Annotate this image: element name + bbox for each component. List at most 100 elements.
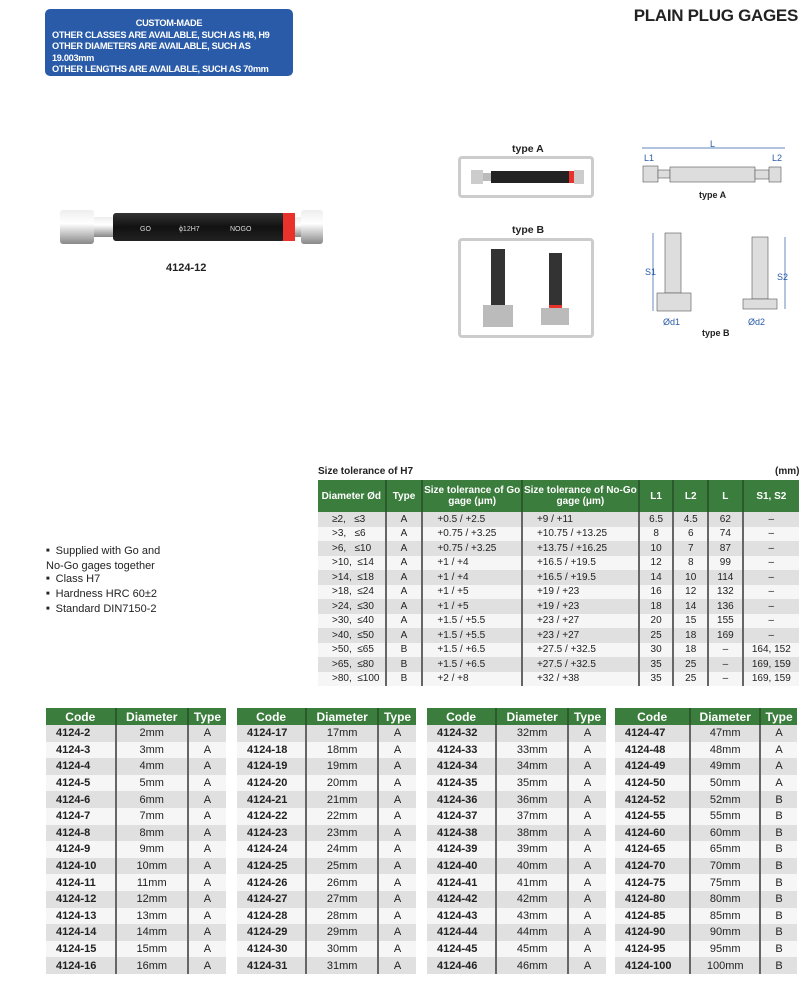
tolerance-cell: +10.75 / +13.25 bbox=[521, 526, 640, 541]
code-cell: 4124-55 bbox=[615, 807, 692, 825]
diameter-cell: 18mm bbox=[306, 741, 380, 759]
type-cell: B bbox=[760, 890, 797, 908]
diameter-cell: 29mm bbox=[306, 924, 380, 941]
tolerance-cell: +0.75 / +3.25 bbox=[422, 541, 523, 556]
type-cell: A bbox=[568, 758, 606, 775]
tolerance-cell: >10, ≤14 bbox=[318, 555, 387, 570]
tolerance-cell: 155 bbox=[708, 613, 744, 628]
code-cell: 4124-4 bbox=[46, 758, 117, 775]
tolerance-cell: 8 bbox=[638, 526, 675, 541]
code-cell: 4124-60 bbox=[615, 824, 692, 842]
tolerance-cell: 62 bbox=[708, 512, 744, 527]
diameter-cell: 40mm bbox=[496, 857, 570, 875]
diameter-cell: 7mm bbox=[115, 807, 189, 825]
code-table-header: Type bbox=[187, 708, 226, 725]
size-label: ϕ12H7 bbox=[179, 226, 200, 233]
code-cell: 4124-21 bbox=[237, 791, 308, 808]
diameter-cell: 65mm bbox=[690, 841, 762, 858]
tolerance-cell: +19 / +23 bbox=[521, 584, 640, 599]
code-table: Code Diameter Type 4124-47 47mm A 4124-48 48mm A… bbox=[615, 708, 797, 974]
code-cell: 4124-32 bbox=[427, 725, 498, 742]
tolerance-cell: +27.5 / +32.5 bbox=[521, 642, 640, 657]
tolerance-header: Size tolerance of No-Go gage (μm) bbox=[521, 480, 640, 512]
tolerance-cell: 99 bbox=[708, 555, 744, 570]
type-cell: A bbox=[378, 907, 416, 925]
diameter-cell: 39mm bbox=[496, 841, 570, 858]
tolerance-row: >18, ≤24 A +1 / +5 +19 / +23 16 12 132– bbox=[318, 584, 799, 599]
type-cell: B bbox=[760, 807, 797, 825]
code-cell: 4124-17 bbox=[237, 725, 308, 742]
tolerance-cell: 4.5 bbox=[673, 512, 710, 527]
diameter-cell: 85mm bbox=[690, 907, 762, 925]
type-cell: A bbox=[187, 907, 226, 925]
type-a-diagram: L L1 L2 type A bbox=[642, 140, 785, 200]
code-table-header: Diameter bbox=[115, 708, 189, 725]
table-row: 4124-17 17mm A bbox=[237, 725, 416, 742]
tolerance-header: Size tolerance of Go gage (μm) bbox=[422, 480, 523, 512]
dim-S2: S2 bbox=[777, 272, 788, 282]
diameter-cell: 75mm bbox=[690, 874, 762, 891]
tolerance-cell: +27.5 / +32.5 bbox=[521, 657, 640, 672]
tolerance-cell: 132 bbox=[708, 584, 744, 599]
type-cell: A bbox=[378, 791, 416, 808]
type-cell: A bbox=[760, 758, 797, 775]
table-row: 4124-5 5mm A bbox=[46, 774, 226, 792]
diameter-cell: 49mm bbox=[690, 758, 762, 775]
tolerance-cell: >14, ≤18 bbox=[318, 570, 387, 585]
type-cell: A bbox=[760, 725, 797, 742]
code-table-header: Type bbox=[568, 708, 606, 725]
table-row: 4124-34 34mm A bbox=[427, 758, 606, 775]
tolerance-cell: A bbox=[385, 628, 424, 643]
type-cell: A bbox=[378, 874, 416, 891]
tolerance-cell: +2 / +8 bbox=[422, 671, 523, 686]
diameter-cell: 70mm bbox=[690, 857, 762, 875]
diameter-cell: 3mm bbox=[115, 741, 189, 759]
type-cell: A bbox=[187, 758, 226, 775]
tolerance-table: Diameter Ød Type Size tolerance of Go gage… bbox=[318, 480, 799, 686]
table-row: 4124-60 60mm B bbox=[615, 824, 797, 842]
tolerance-cell: 25 bbox=[638, 628, 675, 643]
code-cell: 4124-80 bbox=[615, 890, 692, 908]
custom-line: OTHER CLASSES ARE AVAILABLE, SUCH AS H8,… bbox=[52, 29, 270, 40]
tolerance-row: ≥2, ≤3 A +0.5 / +2.5 +9 / +11 6.5 4.5 62– bbox=[318, 512, 799, 527]
tolerance-cell: 87 bbox=[708, 541, 744, 556]
tolerance-cell: +32 / +38 bbox=[521, 671, 640, 686]
go-label: GO bbox=[140, 226, 151, 233]
tolerance-cell: >6, ≤10 bbox=[318, 541, 387, 556]
tolerance-row: >3, ≤6 A +0.75 / +3.25 +10.75 / +13.25 8 6 74– bbox=[318, 526, 799, 541]
type-cell: A bbox=[378, 758, 416, 775]
type-cell: A bbox=[187, 924, 226, 941]
code-table: Code Diameter Type 4124-17 17mm A 4124-18 18mm A… bbox=[237, 708, 416, 974]
diameter-cell: 30mm bbox=[306, 940, 380, 958]
plug-gage-photo: GO ϕ12H7 NOGO bbox=[60, 210, 323, 244]
code-cell: 4124-15 bbox=[46, 940, 117, 958]
tolerance-cell: +1.5 / +6.5 bbox=[422, 642, 523, 657]
code-cell: 4124-28 bbox=[237, 907, 308, 925]
table-row: 4124-70 70mm B bbox=[615, 857, 797, 875]
tolerance-cell: +19 / +23 bbox=[521, 599, 640, 614]
type-cell: A bbox=[568, 774, 606, 792]
table-row: 4124-33 33mm A bbox=[427, 741, 606, 759]
tolerance-cell: 10 bbox=[673, 570, 710, 585]
diameter-cell: 45mm bbox=[496, 940, 570, 958]
tolerance-cell: +13.75 / +16.25 bbox=[521, 541, 640, 556]
code-table-header: Code bbox=[615, 708, 692, 725]
code-cell: 4124-19 bbox=[237, 758, 308, 775]
diameter-cell: 48mm bbox=[690, 741, 762, 759]
dim-L: L bbox=[710, 140, 715, 149]
nogo-label: NOGO bbox=[230, 226, 252, 233]
tolerance-header: Diameter Ød bbox=[318, 480, 387, 512]
diameter-cell: 21mm bbox=[306, 791, 380, 808]
diameter-cell: 27mm bbox=[306, 890, 380, 908]
table-row: 4124-52 52mm B bbox=[615, 791, 797, 808]
type-b-diagram: S1 Ød1 S2 Ød2 type B bbox=[645, 232, 788, 338]
code-table-header: Code bbox=[237, 708, 308, 725]
dim-d1: Ød1 bbox=[663, 317, 680, 327]
tolerance-cell: – bbox=[742, 613, 799, 628]
diameter-cell: 31mm bbox=[306, 957, 380, 974]
table-row: 4124-42 42mm A bbox=[427, 890, 606, 908]
code-cell: 4124-95 bbox=[615, 940, 692, 958]
type-cell: A bbox=[187, 874, 226, 891]
diameter-cell: 25mm bbox=[306, 857, 380, 875]
tolerance-row: >10, ≤14 A +1 / +4 +16.5 / +19.5 12 8 99– bbox=[318, 555, 799, 570]
